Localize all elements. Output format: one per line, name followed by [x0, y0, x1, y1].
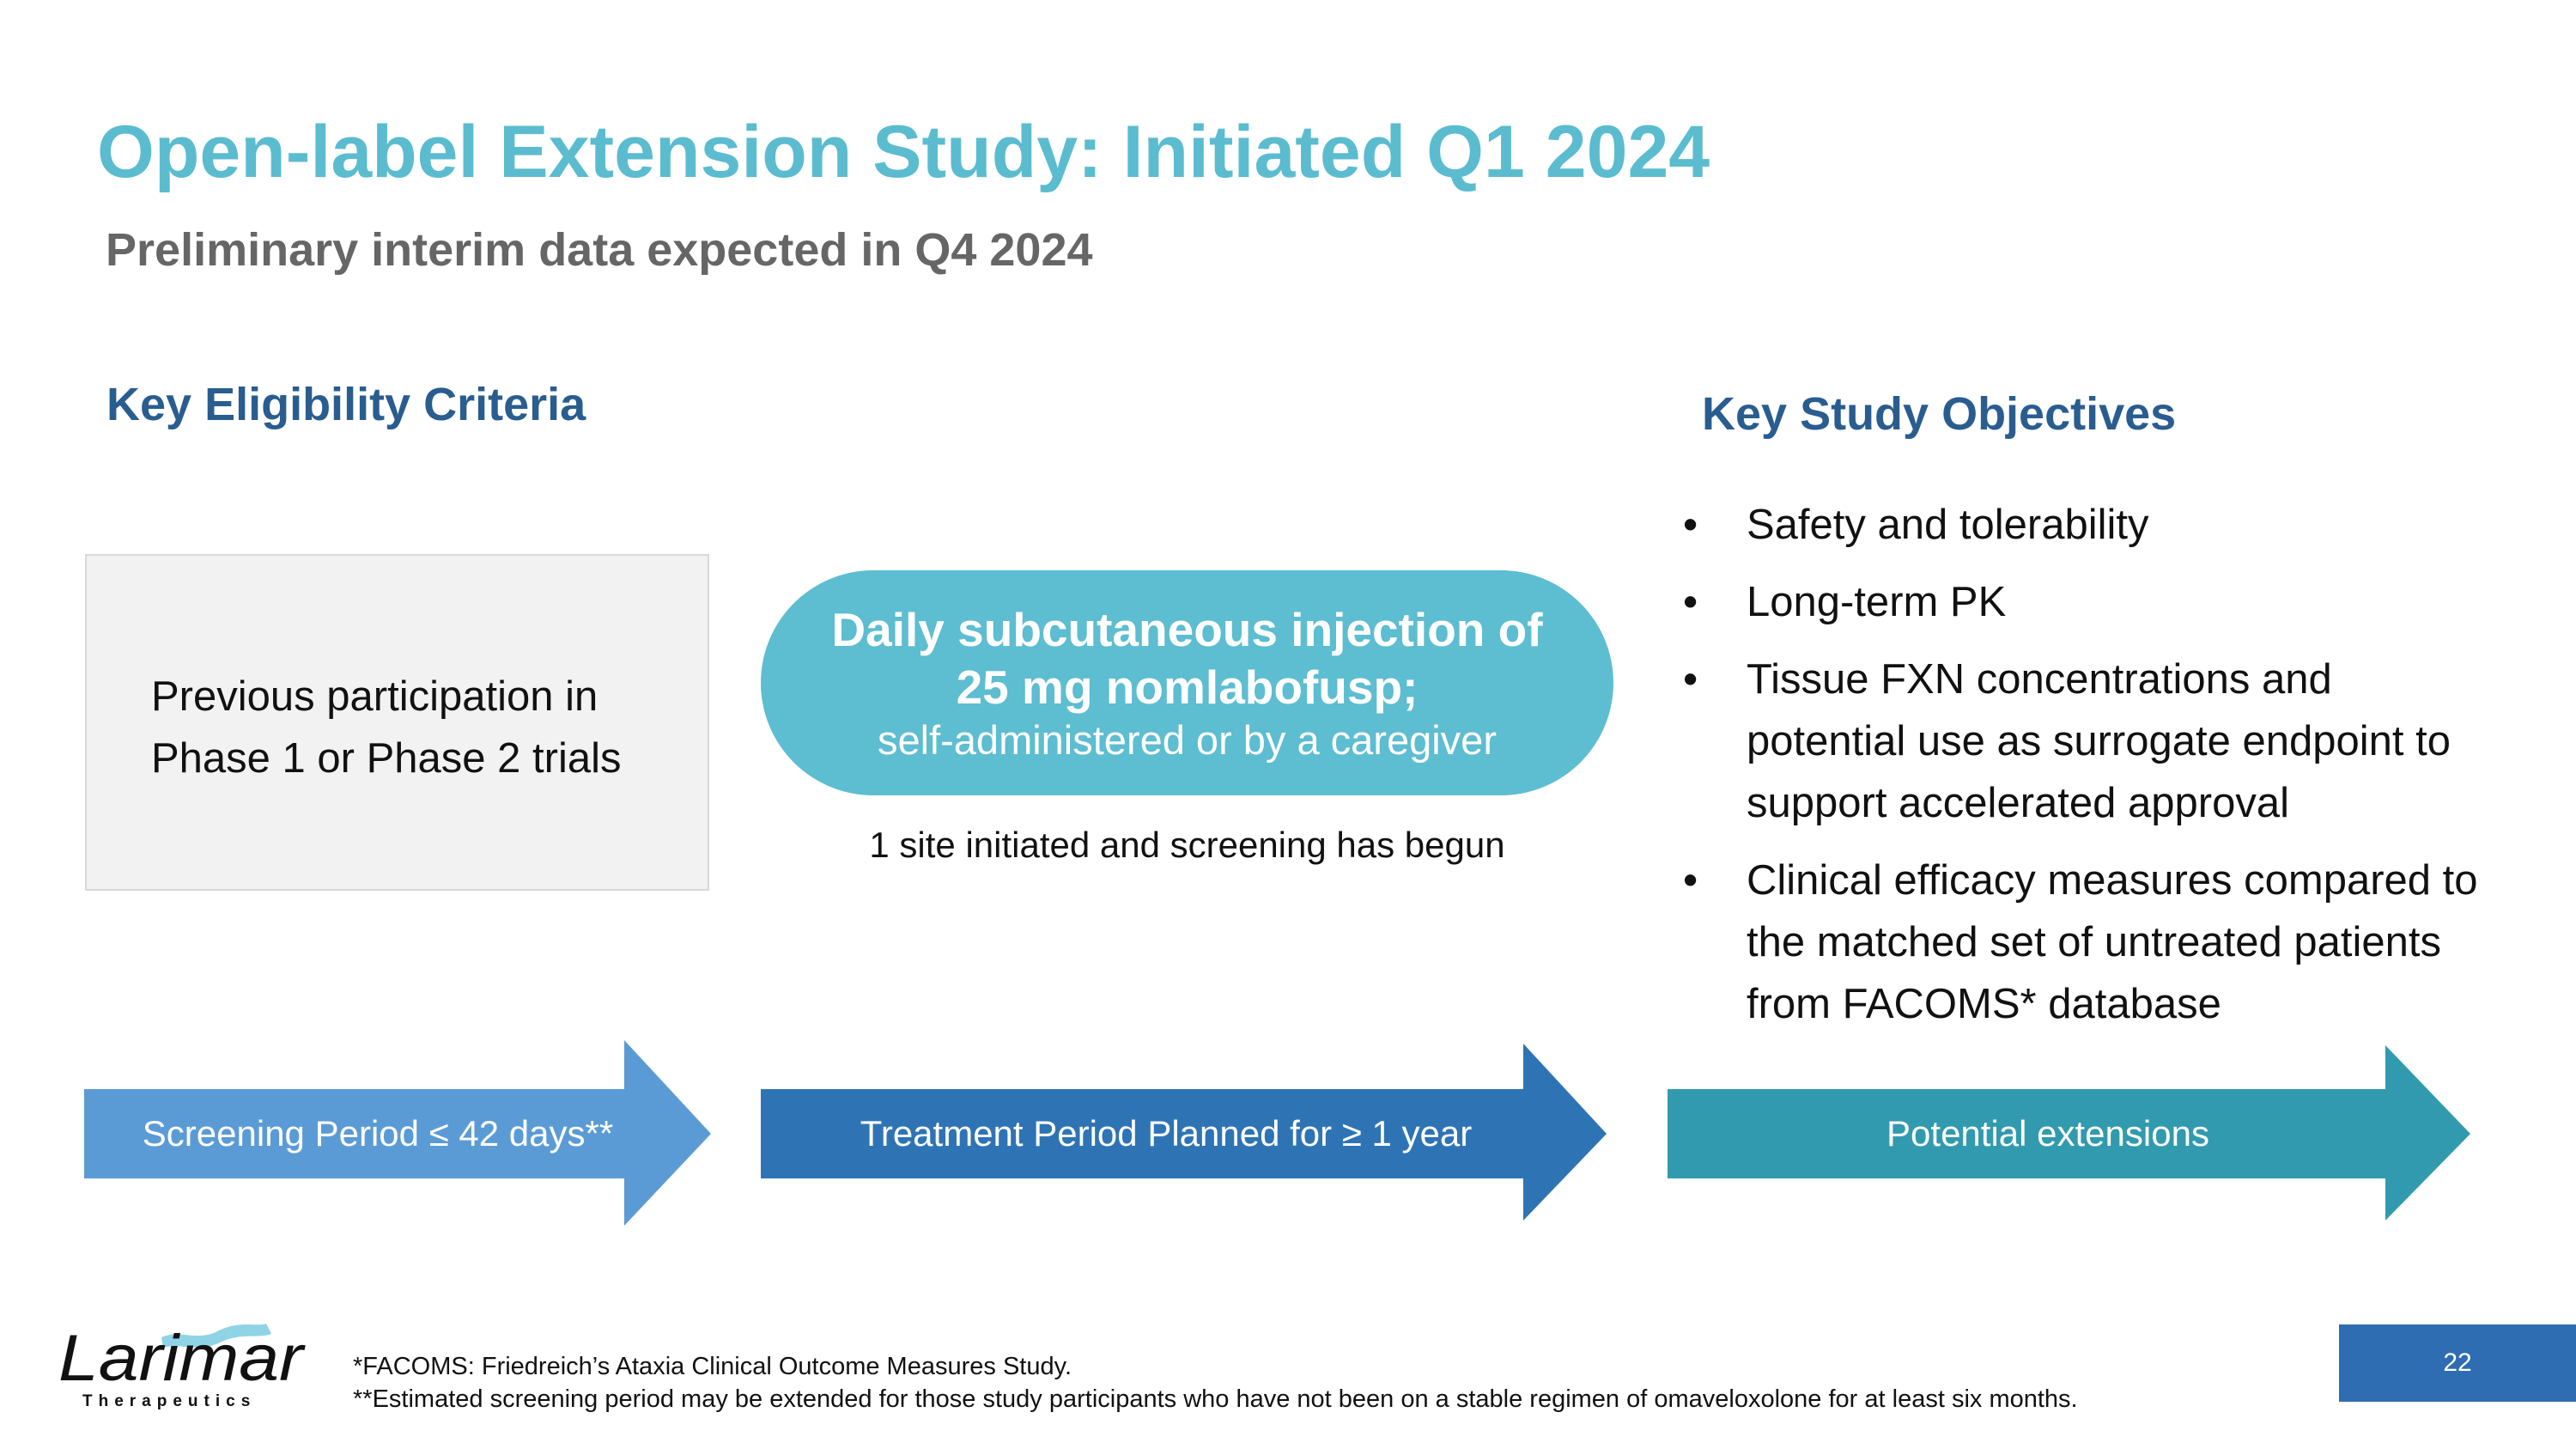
larimar-logo: Larimar Therapeutics — [58, 1322, 306, 1410]
slide-title: Open-label Extension Study: Initiated Q1… — [97, 111, 1710, 193]
logo-tagline: Therapeutics — [82, 1392, 256, 1410]
bullet-icon: • — [1683, 656, 1698, 703]
footnote: *FACOMS: Friedreich’s Ataxia Clinical Ou… — [353, 1353, 1072, 1380]
extensions-label: Potential extensions — [1886, 1113, 2209, 1154]
bullet-icon: • — [1683, 502, 1698, 548]
eligibility-text: Previous participation in Phase 1 or Pha… — [151, 666, 621, 789]
treatment-label: Treatment Period Planned for ≥ 1 year — [860, 1113, 1473, 1154]
slide-subtitle: Preliminary interim data expected in Q4 … — [106, 224, 1093, 276]
eligibility-heading: Key Eligibility Criteria — [106, 379, 586, 430]
objective-item: • Safety and tolerability — [1683, 494, 2519, 556]
svg-text:Larimar: Larimar — [58, 1322, 306, 1395]
treatment-arrow — [761, 1044, 1607, 1221]
objective-item: • Clinical efficacy measures compared to … — [1683, 849, 2502, 1035]
dosing-line-1: Daily subcutaneous injection of — [831, 603, 1543, 656]
objective-item: • Long-term PK — [1683, 571, 2519, 633]
dosing-line-3: self-administered or by a caregiver — [878, 717, 1497, 763]
footnotes: *FACOMS: Friedreich’s Ataxia Clinical Ou… — [353, 1350, 2078, 1416]
objective-text: Long-term PK — [1747, 579, 2007, 625]
eligibility-box — [85, 554, 709, 891]
objective-item: • Tissue FXN concentrations and potential… — [1683, 648, 2459, 834]
objectives-list: • Safety and tolerability • Long-term PK •… — [1683, 494, 2519, 1050]
objective-text: Tissue FXN concentrations and potential … — [1747, 656, 2451, 826]
eligibility-line: Previous participation in — [151, 673, 598, 720]
eligibility-line: Phase 1 or Phase 2 trials — [151, 735, 622, 782]
extensions-arrow — [1668, 1045, 2470, 1221]
page-number: 22 — [2339, 1324, 2576, 1402]
bullet-icon: • — [1683, 579, 1698, 625]
screening-label: Screening Period ≤ 42 days** — [142, 1113, 614, 1154]
objectives-heading: Key Study Objectives — [1702, 388, 2177, 440]
screening-arrow — [84, 1040, 711, 1226]
objective-text: Safety and tolerability — [1747, 502, 2149, 548]
bullet-icon: • — [1683, 857, 1698, 904]
objective-text: Clinical efficacy measures compared to t… — [1747, 857, 2478, 1027]
dosing-pill: Daily subcutaneous injection of 25 mg no… — [761, 570, 1613, 795]
footnote: **Estimated screening period may be exte… — [353, 1385, 2078, 1413]
site-status: 1 site initiated and screening has begun — [869, 825, 1505, 865]
dosing-line-2: 25 mg nomlabofusp; — [956, 661, 1419, 714]
